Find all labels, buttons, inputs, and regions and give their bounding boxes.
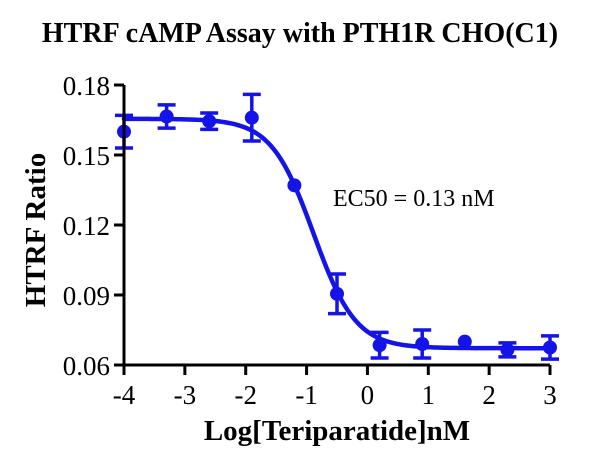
data-point — [287, 178, 302, 193]
x-tick-label: -4 — [113, 380, 136, 410]
data-point — [457, 334, 472, 349]
axes-group — [114, 83, 552, 375]
x-tick-label: -2 — [234, 380, 257, 410]
data-point — [159, 109, 174, 124]
data-point — [330, 286, 344, 301]
data-point — [500, 342, 515, 357]
x-tick-label: 3 — [543, 380, 557, 410]
x-tick-label: 0 — [361, 380, 375, 410]
y-axis-label: HTRF Ratio — [20, 153, 52, 307]
tick-labels-group: 0.06 0.09 0.12 0.15 0.18 -4 -3 -2 -1 0 1 2 3 — [63, 71, 557, 410]
axis-lines — [122, 85, 550, 367]
data-point — [415, 337, 430, 351]
x-axis-label: Log[Teriparatide]nM — [204, 415, 470, 447]
x-tick-label: 1 — [422, 380, 436, 410]
error-bars-group — [115, 92, 559, 361]
data-points-group — [117, 109, 557, 357]
ec50-annotation: EC50 = 0.13 nM — [333, 186, 495, 212]
data-point — [244, 110, 259, 125]
x-tick-label: -1 — [295, 380, 318, 410]
y-tick-label: 0.18 — [63, 71, 110, 101]
y-tick-label: 0.06 — [63, 351, 110, 381]
y-tick-label: 0.09 — [63, 281, 110, 311]
data-point — [543, 340, 557, 355]
data-point — [372, 338, 387, 353]
x-tick-label: -3 — [174, 380, 197, 410]
x-tick-label: 2 — [482, 380, 496, 410]
y-tick-label: 0.12 — [63, 211, 110, 241]
data-point — [202, 114, 217, 129]
y-tick-label: 0.15 — [63, 141, 110, 171]
chart-title: HTRF cAMP Assay with PTH1R CHO(C1) — [42, 18, 558, 49]
